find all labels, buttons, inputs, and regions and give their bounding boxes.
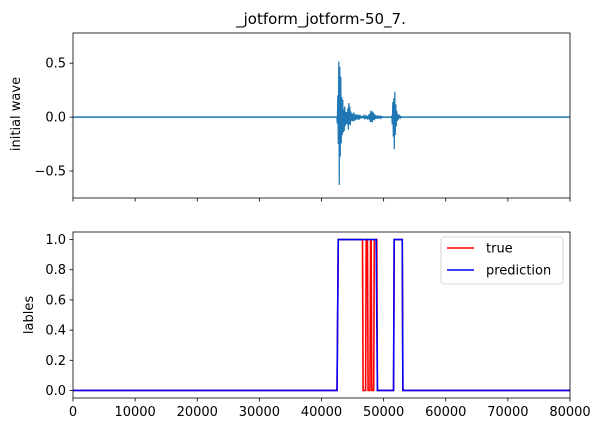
legend: true prediction [440, 236, 564, 285]
x-tick-label: 80000 [549, 405, 590, 420]
bottom-y-axis-label: lables [22, 296, 37, 334]
top-plot-area [73, 61, 570, 185]
x-tick-label: 70000 [487, 405, 528, 420]
bottom-plot-frame [72, 231, 571, 399]
wave-series [335, 61, 404, 185]
bottom-panel: 0.0 0.2 0.4 0.6 0.8 1.0 0 10000 20000 30000 40000… [22, 231, 591, 420]
top-plot-frame [72, 32, 571, 199]
y-tick-label: 1.0 [45, 233, 66, 248]
y-tick-label: 0.2 [45, 354, 66, 369]
chart-title: _jotform_jotform-50_7. [235, 10, 406, 29]
x-tick-label: 20000 [177, 405, 218, 420]
series-prediction-line [73, 238, 570, 392]
bottom-x-axis: 0 10000 20000 30000 40000 50000 60000 70000 8000… [69, 398, 591, 420]
x-tick-label: 40000 [301, 405, 342, 420]
y-tick-label: 0.5 [45, 57, 66, 72]
top-x-axis [72, 198, 571, 202]
y-tick-label: 0.4 [45, 324, 66, 339]
x-tick-label: 60000 [425, 405, 466, 420]
legend-prediction-label: prediction [486, 264, 551, 279]
y-tick-label: 0.6 [45, 293, 66, 308]
bottom-y-axis: 0.0 0.2 0.4 0.6 0.8 1.0 [45, 233, 73, 399]
bottom-plot-area [73, 238, 570, 392]
x-tick-label: 30000 [239, 405, 280, 420]
y-tick-label: 0.0 [45, 111, 66, 126]
top-y-axis-label: initial wave [9, 77, 24, 151]
x-tick-label: 10000 [114, 405, 155, 420]
legend-true-label: true [486, 242, 513, 257]
y-tick-label: 0.0 [45, 384, 66, 399]
y-tick-label: 0.8 [45, 263, 66, 278]
x-tick-label: 50000 [363, 405, 404, 420]
x-tick-label: 0 [69, 405, 77, 420]
y-tick-label: −0.5 [34, 165, 66, 180]
top-panel: _jotform_jotform-50_7. −0.5 0.0 0.5 initia… [9, 10, 571, 202]
top-y-axis: −0.5 0.0 0.5 [34, 57, 73, 180]
